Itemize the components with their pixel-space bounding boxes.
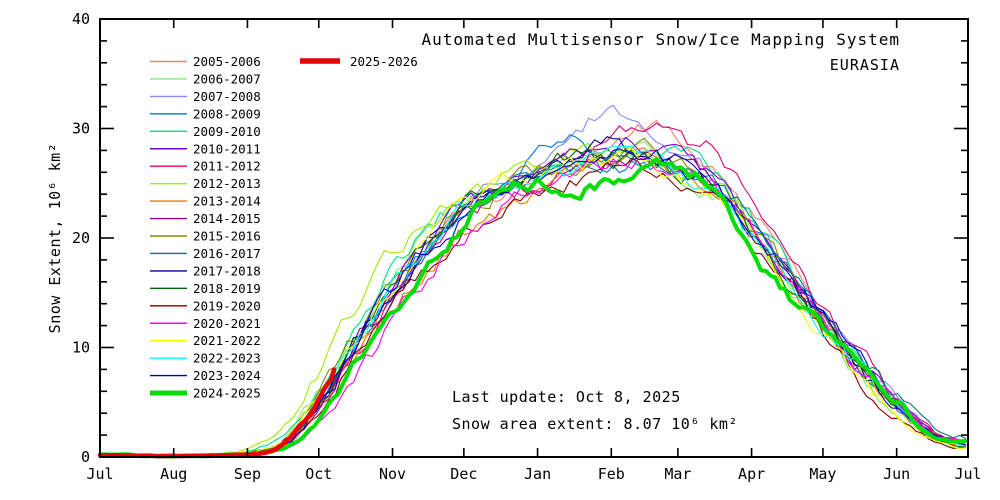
y-axis-title: Snow Extent, 10⁶ km² [46,143,64,334]
legend-label-2014-2015: 2014-2015 [193,211,261,226]
x-month-label: Apr [738,465,765,483]
legend-label-2012-2013: 2012-2013 [193,176,261,191]
y-tick-label: 20 [72,229,90,247]
legend-label-2008-2009: 2008-2009 [193,106,261,121]
x-month-label: Feb [598,465,625,483]
x-month-label: May [809,465,836,483]
legend-label-2006-2007: 2006-2007 [193,71,261,86]
x-month-label: Dec [450,465,477,483]
x-month-label: Jul [86,465,113,483]
legend-label-2018-2019: 2018-2019 [193,281,261,296]
x-month-label: Sep [234,465,261,483]
legend-label-2023-2024: 2023-2024 [193,368,261,383]
snow-area-extent-text: Snow area extent: 8.07 10⁶ km² [452,415,738,433]
x-month-label: Jan [524,465,551,483]
legend-label-2011-2012: 2011-2012 [193,159,261,174]
legend-label-2021-2022: 2021-2022 [193,333,261,348]
y-tick-label: 40 [72,10,90,28]
legend-label-2009-2010: 2009-2010 [193,124,261,139]
legend-label-2019-2020: 2019-2020 [193,298,261,313]
legend-label-2007-2008: 2007-2008 [193,89,261,104]
legend-label-2013-2014: 2013-2014 [193,194,261,209]
x-month-label: Jun [883,465,910,483]
legend-label-2025-2026: 2025-2026 [350,54,418,69]
y-tick-label: 10 [72,339,90,357]
x-month-label: Aug [160,465,187,483]
chart-region-label: EURASIA [830,56,900,74]
x-month-label: Nov [379,465,406,483]
legend-label-2024-2025: 2024-2025 [193,386,261,401]
legend-label-2020-2021: 2020-2021 [193,316,261,331]
legend-label-2022-2023: 2022-2023 [193,351,261,366]
last-update-text: Last update: Oct 8, 2025 [452,388,681,406]
legend-label-2005-2006: 2005-2006 [193,54,261,69]
x-month-label: Mar [664,465,691,483]
y-tick-label: 0 [81,448,90,466]
legend-label-2015-2016: 2015-2016 [193,229,261,244]
legend-label-2010-2011: 2010-2011 [193,141,261,156]
y-tick-label: 30 [72,120,90,138]
legend-label-2016-2017: 2016-2017 [193,246,261,261]
chart-title: Automated Multisensor Snow/Ice Mapping S… [422,30,900,49]
x-month-label: Jul [954,465,981,483]
series-line-2025-2026 [97,367,337,459]
legend-label-2017-2018: 2017-2018 [193,263,261,278]
x-month-label: Oct [305,465,332,483]
